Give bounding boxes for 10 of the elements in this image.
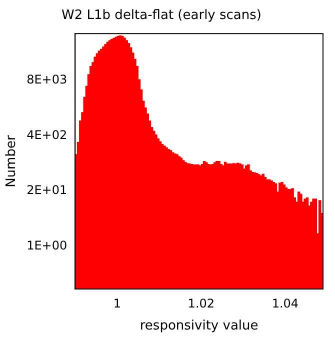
chart-title: W2 L1b delta-flat (early scans) <box>62 8 262 24</box>
y-axis-title: Number <box>4 134 20 188</box>
x-axis-title: responsivity value <box>140 318 258 334</box>
y-tick-label: 8E+03 <box>26 72 68 86</box>
x-tick-label: 1 <box>113 296 121 310</box>
x-tick-label: 1.02 <box>188 296 215 310</box>
x-tick-label: 1.04 <box>272 296 299 310</box>
y-tick-label: 2E+01 <box>26 183 68 198</box>
y-tick-label: 4E+02 <box>26 128 68 142</box>
y-tick-label: 1E+00 <box>26 238 68 253</box>
